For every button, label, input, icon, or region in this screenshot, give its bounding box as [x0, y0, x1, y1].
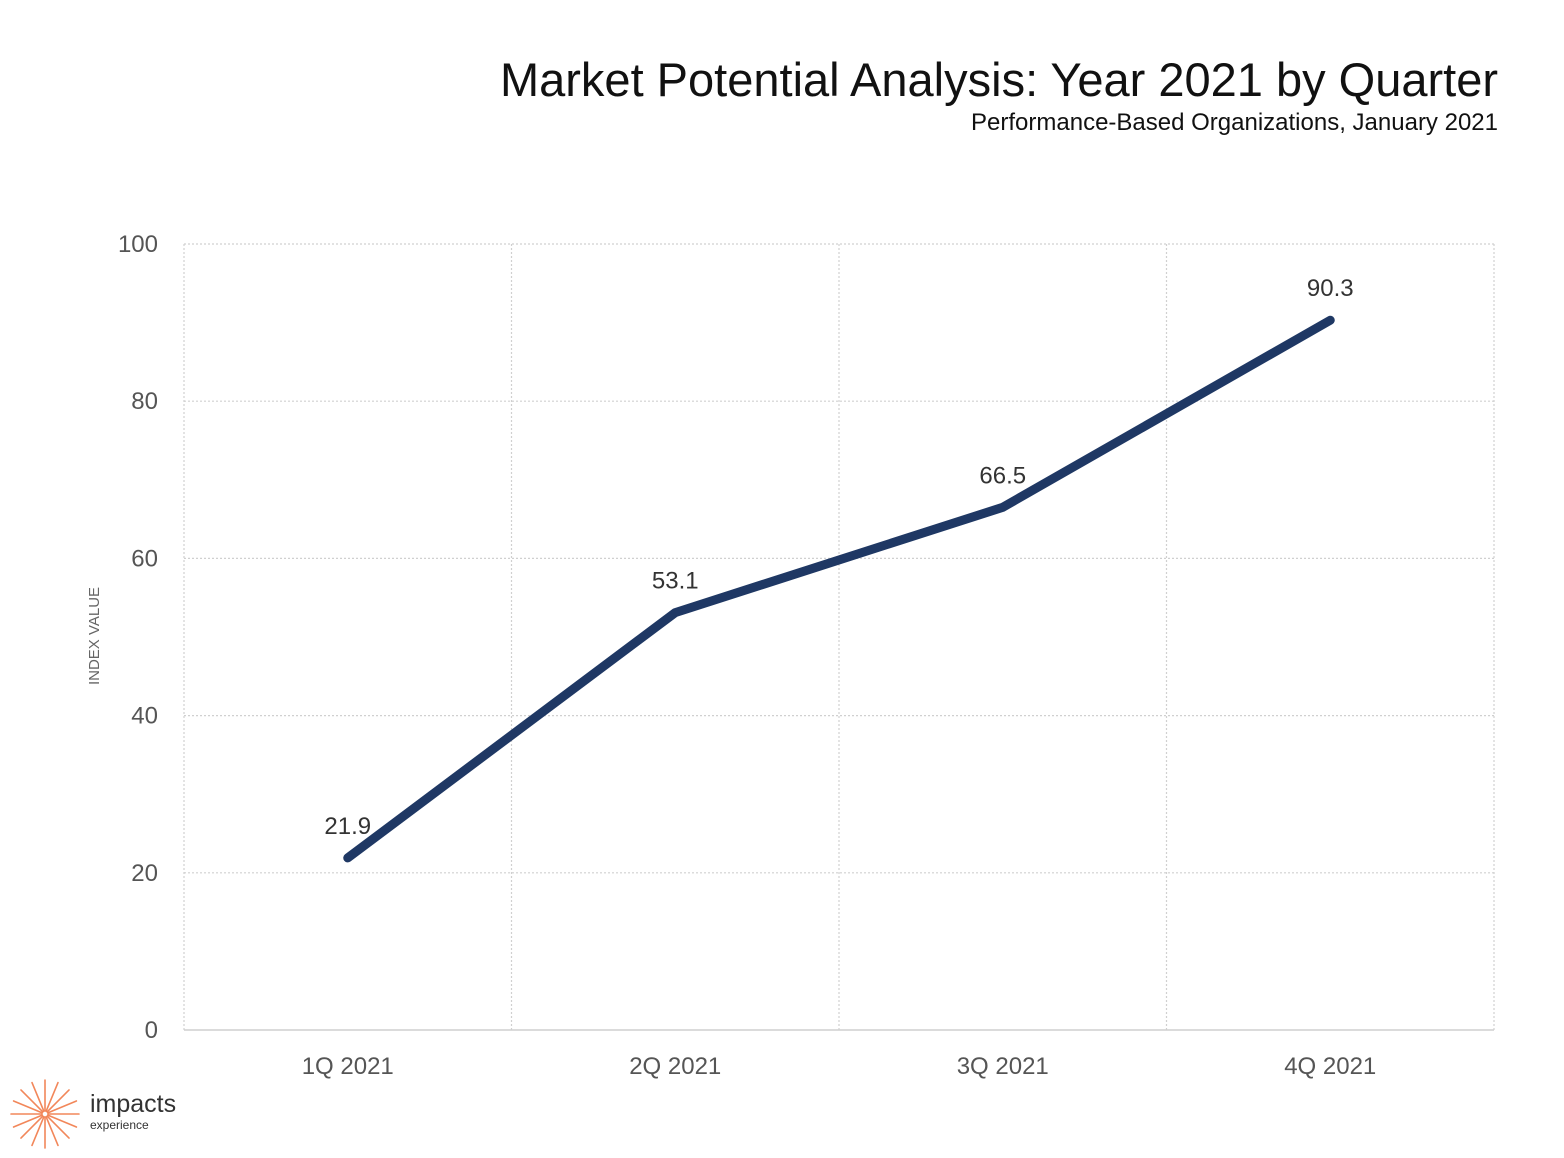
y-tick-label: 100 — [118, 231, 158, 258]
x-tick-label: 4Q 2021 — [1284, 1053, 1376, 1080]
y-tick-label: 0 — [145, 1017, 158, 1044]
x-tick-label: 2Q 2021 — [629, 1053, 721, 1080]
series-line — [343, 315, 1335, 863]
chart-title: Market Potential Analysis: Year 2021 by … — [499, 53, 1498, 106]
y-tick-label: 40 — [131, 703, 158, 730]
y-tick-label: 20 — [131, 860, 158, 887]
x-tick-label: 1Q 2021 — [302, 1053, 394, 1080]
data-label: 90.3 — [1307, 275, 1354, 302]
y-tick-label: 60 — [131, 545, 158, 572]
x-tick-label: 3Q 2021 — [957, 1053, 1049, 1080]
chart-grid — [183, 243, 1495, 1030]
starburst-icon — [10, 1079, 80, 1149]
company-logo: impacts experience — [10, 1076, 190, 1152]
logo-tagline: experience — [90, 1118, 149, 1132]
chart-subtitle: Performance-Based Organizations, January… — [971, 109, 1498, 136]
data-label: 21.9 — [324, 813, 371, 840]
chart-labels: 0 20 40 60 80 100 1Q 2021 2Q 2021 3Q 2021 4Q 2021… — [118, 231, 1376, 1080]
data-label: 66.5 — [979, 462, 1026, 489]
chart-series — [343, 315, 1335, 863]
logo-name: impacts — [90, 1090, 177, 1118]
y-tick-label: 80 — [131, 388, 158, 415]
data-label: 53.1 — [652, 568, 699, 595]
y-axis-title: INDEX VALUE — [86, 587, 103, 685]
